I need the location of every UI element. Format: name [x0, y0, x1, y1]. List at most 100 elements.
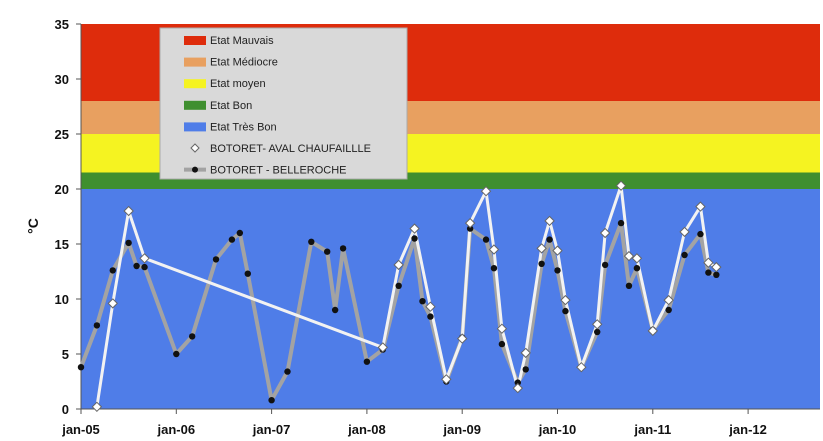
point-aval-chaufailllle	[679, 226, 690, 238]
point-aval-chaufailllle	[695, 201, 706, 212]
point-aval-chaufailllle	[552, 245, 563, 256]
point-belleroche	[681, 251, 688, 259]
point-aval-chaufailllle	[441, 374, 452, 385]
y-tick-label: 15	[55, 237, 69, 252]
point-aval-chaufailllle	[139, 253, 150, 264]
y-tick-label: 20	[55, 182, 69, 197]
point-aval-chaufailllle	[488, 244, 500, 255]
point-belleroche	[133, 262, 140, 270]
legend-swatch	[184, 100, 206, 110]
x-tick-label: jan-06	[157, 422, 196, 437]
y-tick-label: 0	[62, 402, 69, 417]
point-aval-chaufailllle	[647, 325, 659, 337]
x-tick-label: jan-08	[347, 422, 386, 437]
y-tick-label: 5	[62, 347, 69, 362]
point-belleroche	[498, 340, 506, 348]
point-belleroche	[466, 225, 474, 232]
point-aval-chaufailllle	[520, 347, 531, 359]
y-axis-label: °C	[25, 218, 41, 234]
point-aval-chaufailllle	[536, 243, 547, 254]
point-belleroche	[594, 328, 601, 336]
legend-entry-label: Etat Très Bon	[210, 121, 277, 133]
point-belleroche	[395, 282, 402, 289]
legend-entry-label: BOTORET - BELLEROCHE	[210, 165, 347, 177]
point-aval-chaufailllle	[409, 223, 420, 234]
y-tick-label: 30	[55, 72, 69, 87]
x-tick-label: jan-07	[252, 422, 291, 437]
point-aval-chaufailllle	[123, 205, 134, 217]
point-aval-chaufailllle	[631, 253, 643, 264]
legend-marker-circle	[192, 166, 198, 173]
point-belleroche	[125, 239, 132, 247]
point-aval-chaufailllle	[615, 180, 627, 191]
point-belleroche	[268, 397, 275, 404]
legend-swatch	[184, 79, 206, 89]
point-aval-chaufailllle	[623, 250, 635, 262]
legend-swatch	[184, 57, 206, 67]
point-belleroche	[625, 282, 633, 289]
point-belleroche	[141, 263, 148, 271]
point-belleroche	[482, 236, 490, 243]
point-belleroche	[633, 265, 641, 272]
point-belleroche	[538, 260, 545, 267]
point-belleroche	[522, 366, 529, 373]
point-belleroche	[308, 238, 315, 245]
point-aval-chaufailllle	[576, 361, 587, 373]
point-belleroche	[665, 306, 672, 314]
legend-entry-label: Etat Bon	[210, 100, 252, 112]
point-aval-chaufailllle	[91, 401, 103, 413]
point-belleroche	[93, 322, 101, 329]
point-aval-chaufailllle	[393, 259, 404, 271]
x-tick-label: jan-10	[538, 422, 577, 437]
point-aval-chaufailllle	[496, 323, 508, 334]
point-aval-chaufailllle	[560, 294, 571, 306]
point-belleroche	[228, 236, 236, 243]
point-aval-chaufailllle	[480, 185, 492, 197]
point-belleroche	[77, 364, 85, 371]
point-belleroche	[188, 333, 196, 340]
point-belleroche	[173, 350, 180, 358]
point-aval-chaufailllle	[663, 294, 674, 306]
point-aval-chaufailllle	[377, 342, 388, 353]
legend-entry-label: Etat Mauvais	[210, 35, 274, 47]
point-belleroche	[601, 261, 609, 269]
point-belleroche	[339, 245, 347, 252]
point-belleroche	[427, 313, 434, 320]
point-belleroche	[212, 256, 220, 263]
legend-entry-label: Etat Médiocre	[210, 57, 278, 69]
point-belleroche	[109, 267, 116, 274]
legend-marker-diamond	[190, 143, 200, 153]
point-belleroche	[363, 358, 371, 365]
legend-swatch	[184, 36, 206, 45]
point-belleroche	[490, 265, 498, 272]
band-1	[81, 189, 820, 409]
point-belleroche	[617, 219, 625, 227]
y-tick-label: 10	[55, 292, 69, 307]
point-aval-chaufailllle	[425, 301, 436, 312]
point-belleroche	[554, 267, 561, 274]
point-aval-chaufailllle	[512, 382, 523, 394]
series-line-aval-chaufailllle	[95, 184, 718, 408]
point-belleroche	[562, 307, 569, 315]
point-aval-chaufailllle	[711, 261, 722, 273]
point-aval-chaufailllle	[544, 215, 555, 227]
point-belleroche	[705, 269, 712, 276]
point-belleroche	[331, 306, 339, 314]
point-aval-chaufailllle	[107, 298, 118, 309]
point-belleroche	[697, 230, 704, 238]
x-tick-label: jan-12	[728, 422, 767, 437]
point-aval-chaufailllle	[464, 217, 476, 229]
legend-swatch	[184, 122, 206, 132]
x-tick-label: jan-05	[61, 422, 100, 437]
point-belleroche	[419, 298, 426, 305]
x-tick-label: jan-09	[442, 422, 481, 437]
point-belleroche	[244, 270, 251, 277]
point-belleroche	[546, 236, 553, 243]
legend-entry-label: Etat moyen	[210, 78, 266, 90]
point-belleroche	[323, 248, 331, 255]
point-aval-chaufailllle	[703, 257, 714, 268]
point-belleroche	[236, 229, 244, 237]
y-tick-label: 25	[55, 127, 69, 142]
x-tick-label: jan-11	[633, 422, 671, 437]
